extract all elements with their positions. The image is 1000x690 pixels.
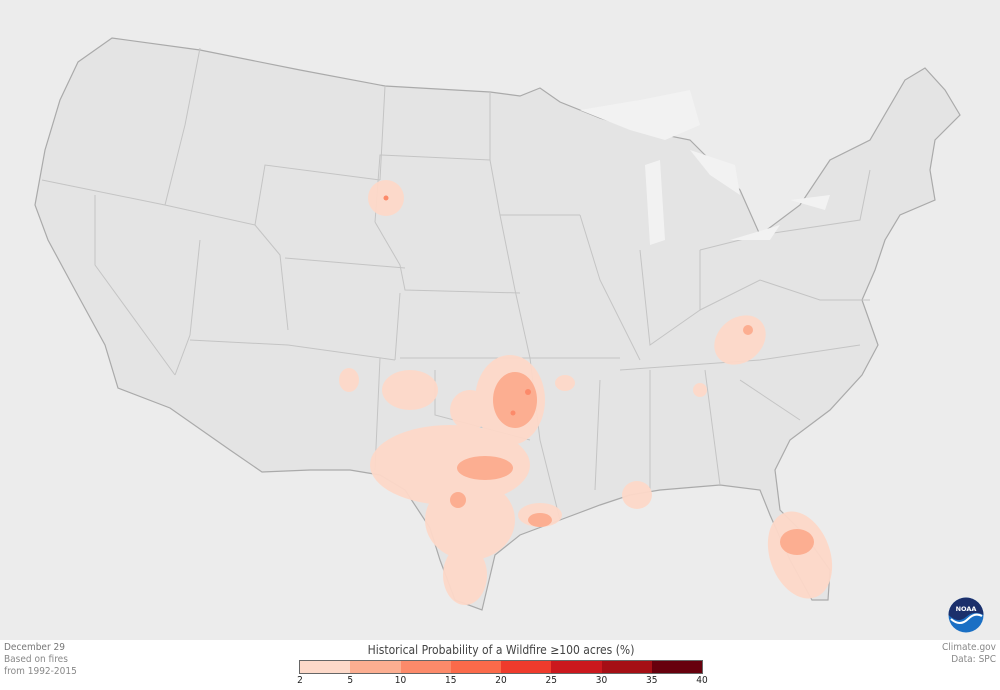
legend-title: Historical Probability of a Wildfire ≥10…	[367, 643, 635, 657]
caption-line1: Based on fires	[4, 654, 68, 665]
legend-colorbar	[299, 660, 703, 674]
legend-swatch	[400, 661, 451, 673]
legend-tick: 15	[445, 675, 457, 686]
legend-swatch	[651, 661, 702, 673]
legend-swatch	[551, 661, 602, 673]
credit: Climate.gov Data: SPC	[942, 642, 996, 666]
date-label: December 29	[4, 642, 65, 653]
legend-swatch	[300, 661, 351, 673]
caption: December 29 Based on fires from 1992-201…	[4, 642, 77, 678]
legend-tick: 10	[394, 675, 407, 686]
legend-tick: 30	[595, 675, 608, 686]
wildfire-probability-5-10	[450, 325, 814, 555]
svg-text:NOAA: NOAA	[956, 605, 977, 613]
site-credit: Climate.gov	[941, 642, 996, 653]
legend-tick: 35	[646, 675, 658, 686]
us-map	[0, 0, 1000, 640]
data-credit: Data: SPC	[951, 654, 996, 665]
legend-tick: 40	[696, 675, 708, 686]
caption-line2: from 1992-2015	[4, 666, 77, 677]
noaa-logo: NOAA	[948, 597, 984, 633]
wildfire-probability-10-15	[383, 195, 531, 416]
legend-tick: 2	[297, 675, 303, 686]
legend-tick: 25	[545, 675, 557, 686]
legend-swatch	[450, 661, 501, 673]
great-lakes	[580, 90, 830, 245]
legend-tick: 20	[495, 675, 507, 686]
legend-swatch	[350, 661, 401, 673]
legend-swatch	[501, 661, 552, 673]
legend-swatch	[601, 661, 652, 673]
legend-tick: 5	[347, 675, 354, 686]
